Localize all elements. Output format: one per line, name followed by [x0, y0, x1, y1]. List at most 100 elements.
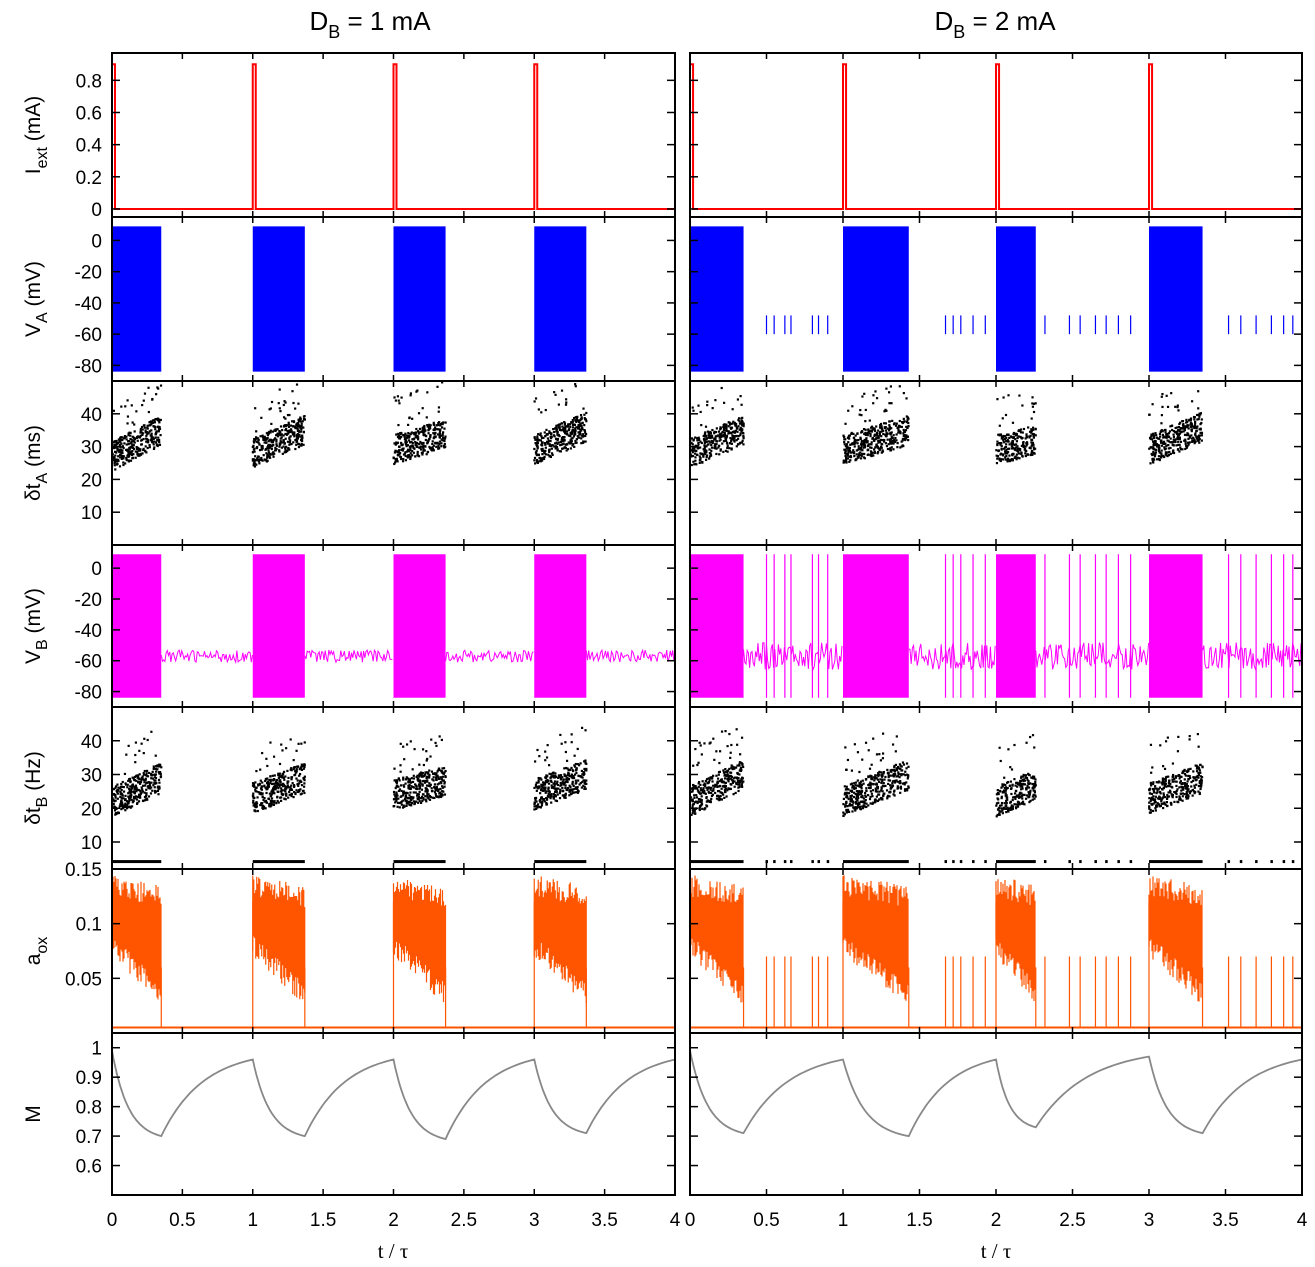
data-point	[147, 441, 150, 444]
data-point	[1031, 405, 1035, 408]
data-point	[406, 454, 410, 457]
data-point	[258, 458, 262, 461]
data-point	[423, 428, 426, 431]
data-point	[537, 439, 540, 442]
data-point	[1163, 447, 1166, 450]
data-point	[444, 775, 447, 779]
data-point	[866, 449, 869, 452]
data-point	[728, 447, 731, 450]
data-point	[1191, 425, 1194, 428]
data-point	[563, 435, 566, 439]
data-point	[566, 767, 569, 770]
data-point	[117, 459, 120, 463]
data-point	[395, 780, 398, 783]
data-point	[891, 780, 894, 783]
data-point	[881, 450, 885, 453]
data-point	[1151, 453, 1154, 457]
data-point	[261, 751, 264, 755]
data-point	[136, 453, 139, 456]
data-point	[157, 440, 161, 443]
data-point	[297, 425, 300, 428]
data-point	[546, 442, 549, 445]
data-point	[572, 430, 576, 433]
data-point	[887, 391, 891, 394]
data-point	[584, 432, 588, 436]
data-point	[264, 779, 267, 783]
data-point	[563, 773, 566, 776]
data-point	[419, 801, 423, 804]
data-point	[282, 425, 286, 428]
data-point	[555, 430, 558, 433]
data-point	[286, 786, 290, 789]
data-point	[274, 788, 277, 791]
data-point	[435, 778, 438, 781]
data-point	[571, 429, 574, 432]
data-point	[147, 410, 150, 414]
data-point	[150, 781, 153, 784]
data-point	[1160, 422, 1163, 425]
data-point	[403, 435, 406, 438]
data-point	[120, 797, 123, 800]
data-point	[398, 788, 402, 791]
data-point	[292, 441, 295, 444]
data-point	[1196, 439, 1199, 442]
data-point	[159, 772, 162, 776]
data-point	[290, 442, 293, 446]
data-point	[548, 764, 551, 767]
data-point	[534, 397, 538, 400]
data-point	[156, 417, 160, 420]
data-point	[119, 787, 122, 790]
data-point	[554, 772, 557, 775]
data-point	[293, 431, 296, 434]
data-point	[277, 776, 280, 780]
data-point	[1012, 432, 1015, 436]
data-point	[703, 444, 706, 447]
data-point	[733, 421, 736, 425]
data-point	[903, 434, 906, 437]
data-point	[410, 785, 413, 788]
data-point	[443, 442, 446, 446]
data-point	[554, 393, 557, 396]
data-point	[119, 793, 122, 796]
data-point	[561, 436, 565, 439]
data-point	[729, 422, 733, 425]
data-point	[140, 786, 143, 789]
data-point	[1166, 432, 1169, 436]
data-point	[713, 446, 716, 449]
data-point	[707, 440, 710, 443]
data-point	[113, 809, 117, 812]
data-point	[584, 787, 587, 790]
data-point	[1162, 435, 1165, 438]
data-point	[116, 792, 120, 795]
data-point	[1034, 402, 1037, 405]
data-point	[733, 435, 736, 438]
data-point	[722, 793, 725, 796]
data-point	[858, 413, 861, 416]
data-point	[701, 780, 704, 783]
data-point	[418, 790, 421, 793]
rest-trace	[1202, 642, 1302, 671]
data-point	[731, 781, 735, 784]
data-point	[1149, 446, 1152, 449]
data-point	[848, 460, 851, 463]
data-point	[125, 800, 129, 803]
data-point	[263, 800, 266, 803]
data-point	[853, 445, 856, 448]
data-point	[583, 772, 586, 776]
data-point	[1005, 436, 1008, 439]
data-point	[899, 446, 902, 449]
data-point	[883, 778, 886, 781]
data-point	[1024, 452, 1027, 455]
data-point	[570, 773, 573, 776]
data-point	[441, 436, 445, 440]
data-point	[1172, 430, 1175, 433]
data-point	[555, 782, 558, 785]
data-point	[718, 761, 721, 765]
data-point	[732, 420, 735, 423]
data-point	[845, 443, 848, 446]
y-tick-label: 0.2	[76, 168, 102, 189]
data-point	[676, 812, 678, 814]
data-point	[857, 453, 860, 456]
panel-vb-col2	[690, 554, 1302, 698]
data-point	[139, 429, 142, 432]
